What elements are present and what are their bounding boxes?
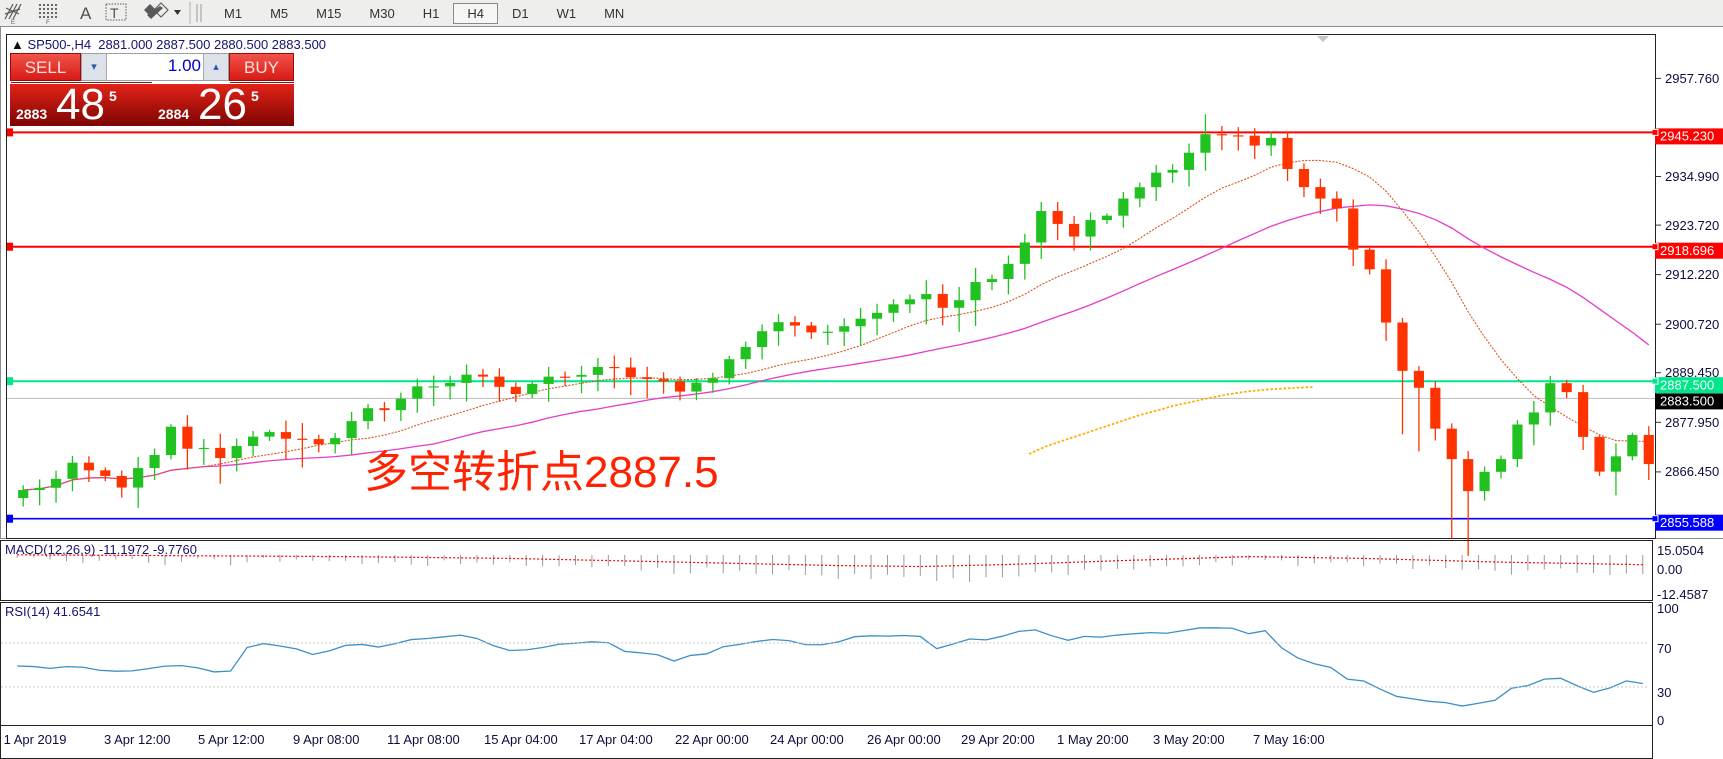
svg-text:0.00: 0.00 bbox=[1657, 562, 1682, 577]
svg-text:2877.950: 2877.950 bbox=[1665, 415, 1719, 430]
svg-text:2900.720: 2900.720 bbox=[1665, 317, 1719, 332]
svg-text:2934.990: 2934.990 bbox=[1665, 169, 1719, 184]
svg-text:15.0504: 15.0504 bbox=[1657, 543, 1704, 558]
svg-text:-12.4587: -12.4587 bbox=[1657, 587, 1708, 602]
svg-text:70: 70 bbox=[1657, 641, 1671, 656]
svg-text:2912.220: 2912.220 bbox=[1665, 267, 1719, 282]
svg-text:E: E bbox=[11, 19, 16, 26]
svg-text:多空转折点2887.5: 多空转折点2887.5 bbox=[364, 448, 719, 497]
svg-text:2887.500: 2887.500 bbox=[1660, 378, 1714, 393]
svg-text:30: 30 bbox=[1657, 685, 1671, 700]
svg-text:F: F bbox=[46, 19, 50, 26]
svg-text:2957.760: 2957.760 bbox=[1665, 71, 1719, 86]
svg-text:0: 0 bbox=[1657, 713, 1664, 728]
svg-text:A: A bbox=[80, 4, 92, 23]
svg-text:2923.720: 2923.720 bbox=[1665, 218, 1719, 233]
svg-text:2855.588: 2855.588 bbox=[1660, 515, 1714, 530]
svg-text:2945.230: 2945.230 bbox=[1660, 129, 1714, 144]
svg-text:2883.500: 2883.500 bbox=[1660, 394, 1714, 409]
svg-text:2918.696: 2918.696 bbox=[1660, 243, 1714, 258]
svg-text:100: 100 bbox=[1657, 601, 1679, 616]
svg-text:2866.450: 2866.450 bbox=[1665, 464, 1719, 479]
svg-text:T: T bbox=[110, 5, 119, 21]
